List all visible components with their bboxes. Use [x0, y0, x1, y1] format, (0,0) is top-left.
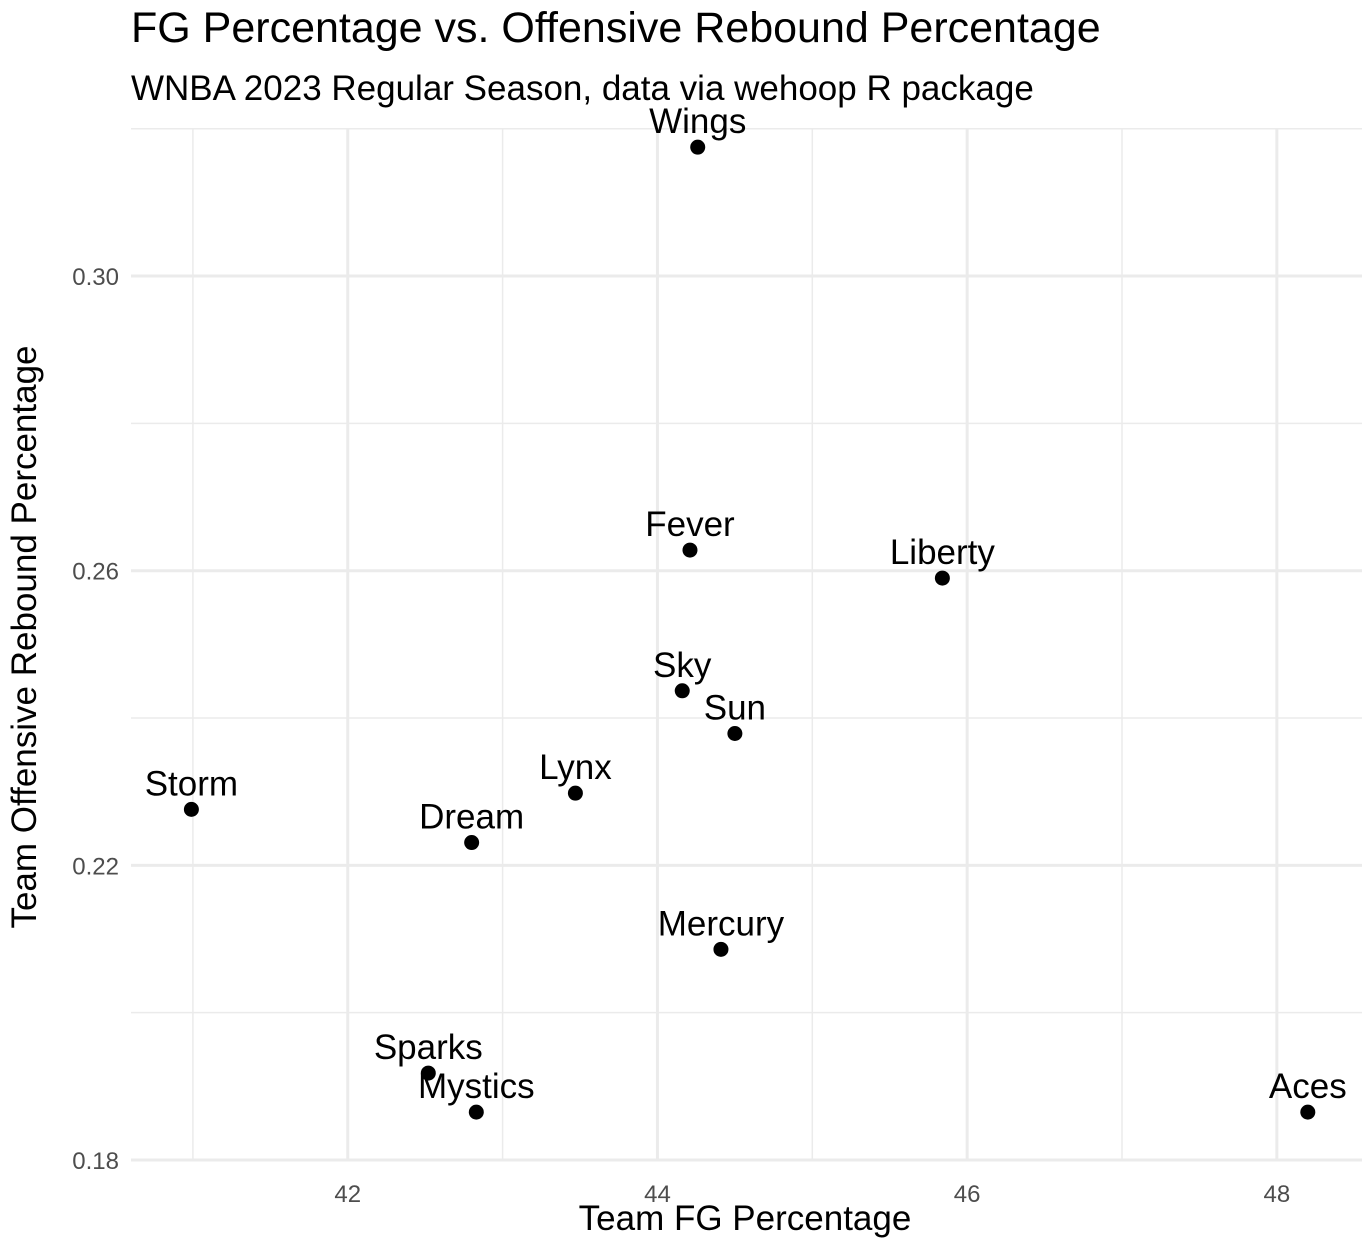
point-label: Sun [704, 688, 766, 727]
x-tick-label: 46 [954, 1181, 981, 1208]
x-tick-label: 44 [644, 1181, 671, 1208]
point-label: Fever [645, 505, 735, 544]
point-label: Lynx [539, 748, 612, 787]
point-label: Sky [653, 646, 712, 685]
point-label: Sparks [374, 1028, 483, 1067]
x-axis-ticks: 42 44 46 48 [334, 1181, 1290, 1208]
data-point [682, 542, 698, 558]
data-point [934, 570, 950, 586]
x-axis-title: Team FG Percentage [579, 1199, 912, 1238]
data-point [727, 725, 743, 741]
point-label: Storm [145, 764, 238, 803]
y-axis-title: Team Offensive Rebound Percentage [5, 345, 44, 928]
point-label: Mystics [418, 1067, 535, 1106]
point-label: Wings [649, 102, 746, 141]
y-tick-label: 0.18 [72, 1148, 119, 1175]
data-point [674, 683, 690, 699]
x-tick-label: 48 [1263, 1181, 1290, 1208]
data-point [420, 1065, 436, 1081]
chart-title: FG Percentage vs. Offensive Rebound Perc… [131, 4, 1101, 52]
data-point [468, 1104, 484, 1120]
data-point [713, 941, 729, 957]
data-point [567, 785, 583, 801]
point-label: Dream [419, 798, 524, 837]
point-label: Liberty [890, 533, 996, 572]
data-point [1300, 1104, 1316, 1120]
chart-subtitle: WNBA 2023 Regular Season, data via wehoo… [131, 69, 1034, 108]
plot-grid [131, 127, 1362, 1162]
data-point [690, 139, 706, 155]
y-tick-label: 0.26 [72, 559, 119, 586]
y-tick-label: 0.30 [72, 264, 119, 291]
point-label: Aces [1269, 1067, 1347, 1106]
data-point [464, 835, 480, 851]
y-axis-ticks: 0.18 0.22 0.26 0.30 [72, 264, 119, 1175]
data-point [183, 801, 199, 817]
y-tick-label: 0.22 [72, 853, 119, 880]
data-points [183, 139, 1316, 1120]
x-tick-label: 42 [334, 1181, 361, 1208]
point-label: Mercury [658, 904, 785, 943]
